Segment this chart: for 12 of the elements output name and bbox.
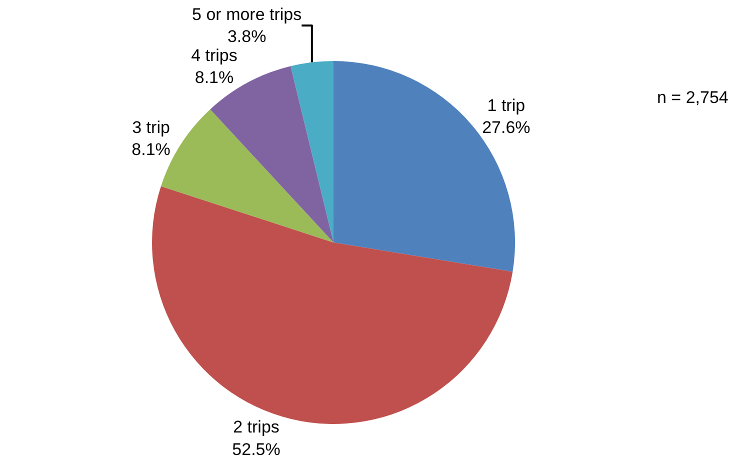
slice-label: 2 trips [233,418,280,437]
data-label: 3.8% [227,27,266,46]
slice-label: 3 trip [132,118,170,138]
slice-label: 1 trip [487,96,526,115]
data-label: 8.1% [132,140,170,160]
data-label: 52.5% [232,440,280,459]
text: n = 2,754 [657,88,728,107]
pie-slice [290,61,334,242]
data-label: 27.6% [482,118,530,137]
slice-label: 5 or more trips [192,4,302,24]
data-label: 8.1% [194,68,234,88]
slice-label: 4 trips [191,46,238,66]
